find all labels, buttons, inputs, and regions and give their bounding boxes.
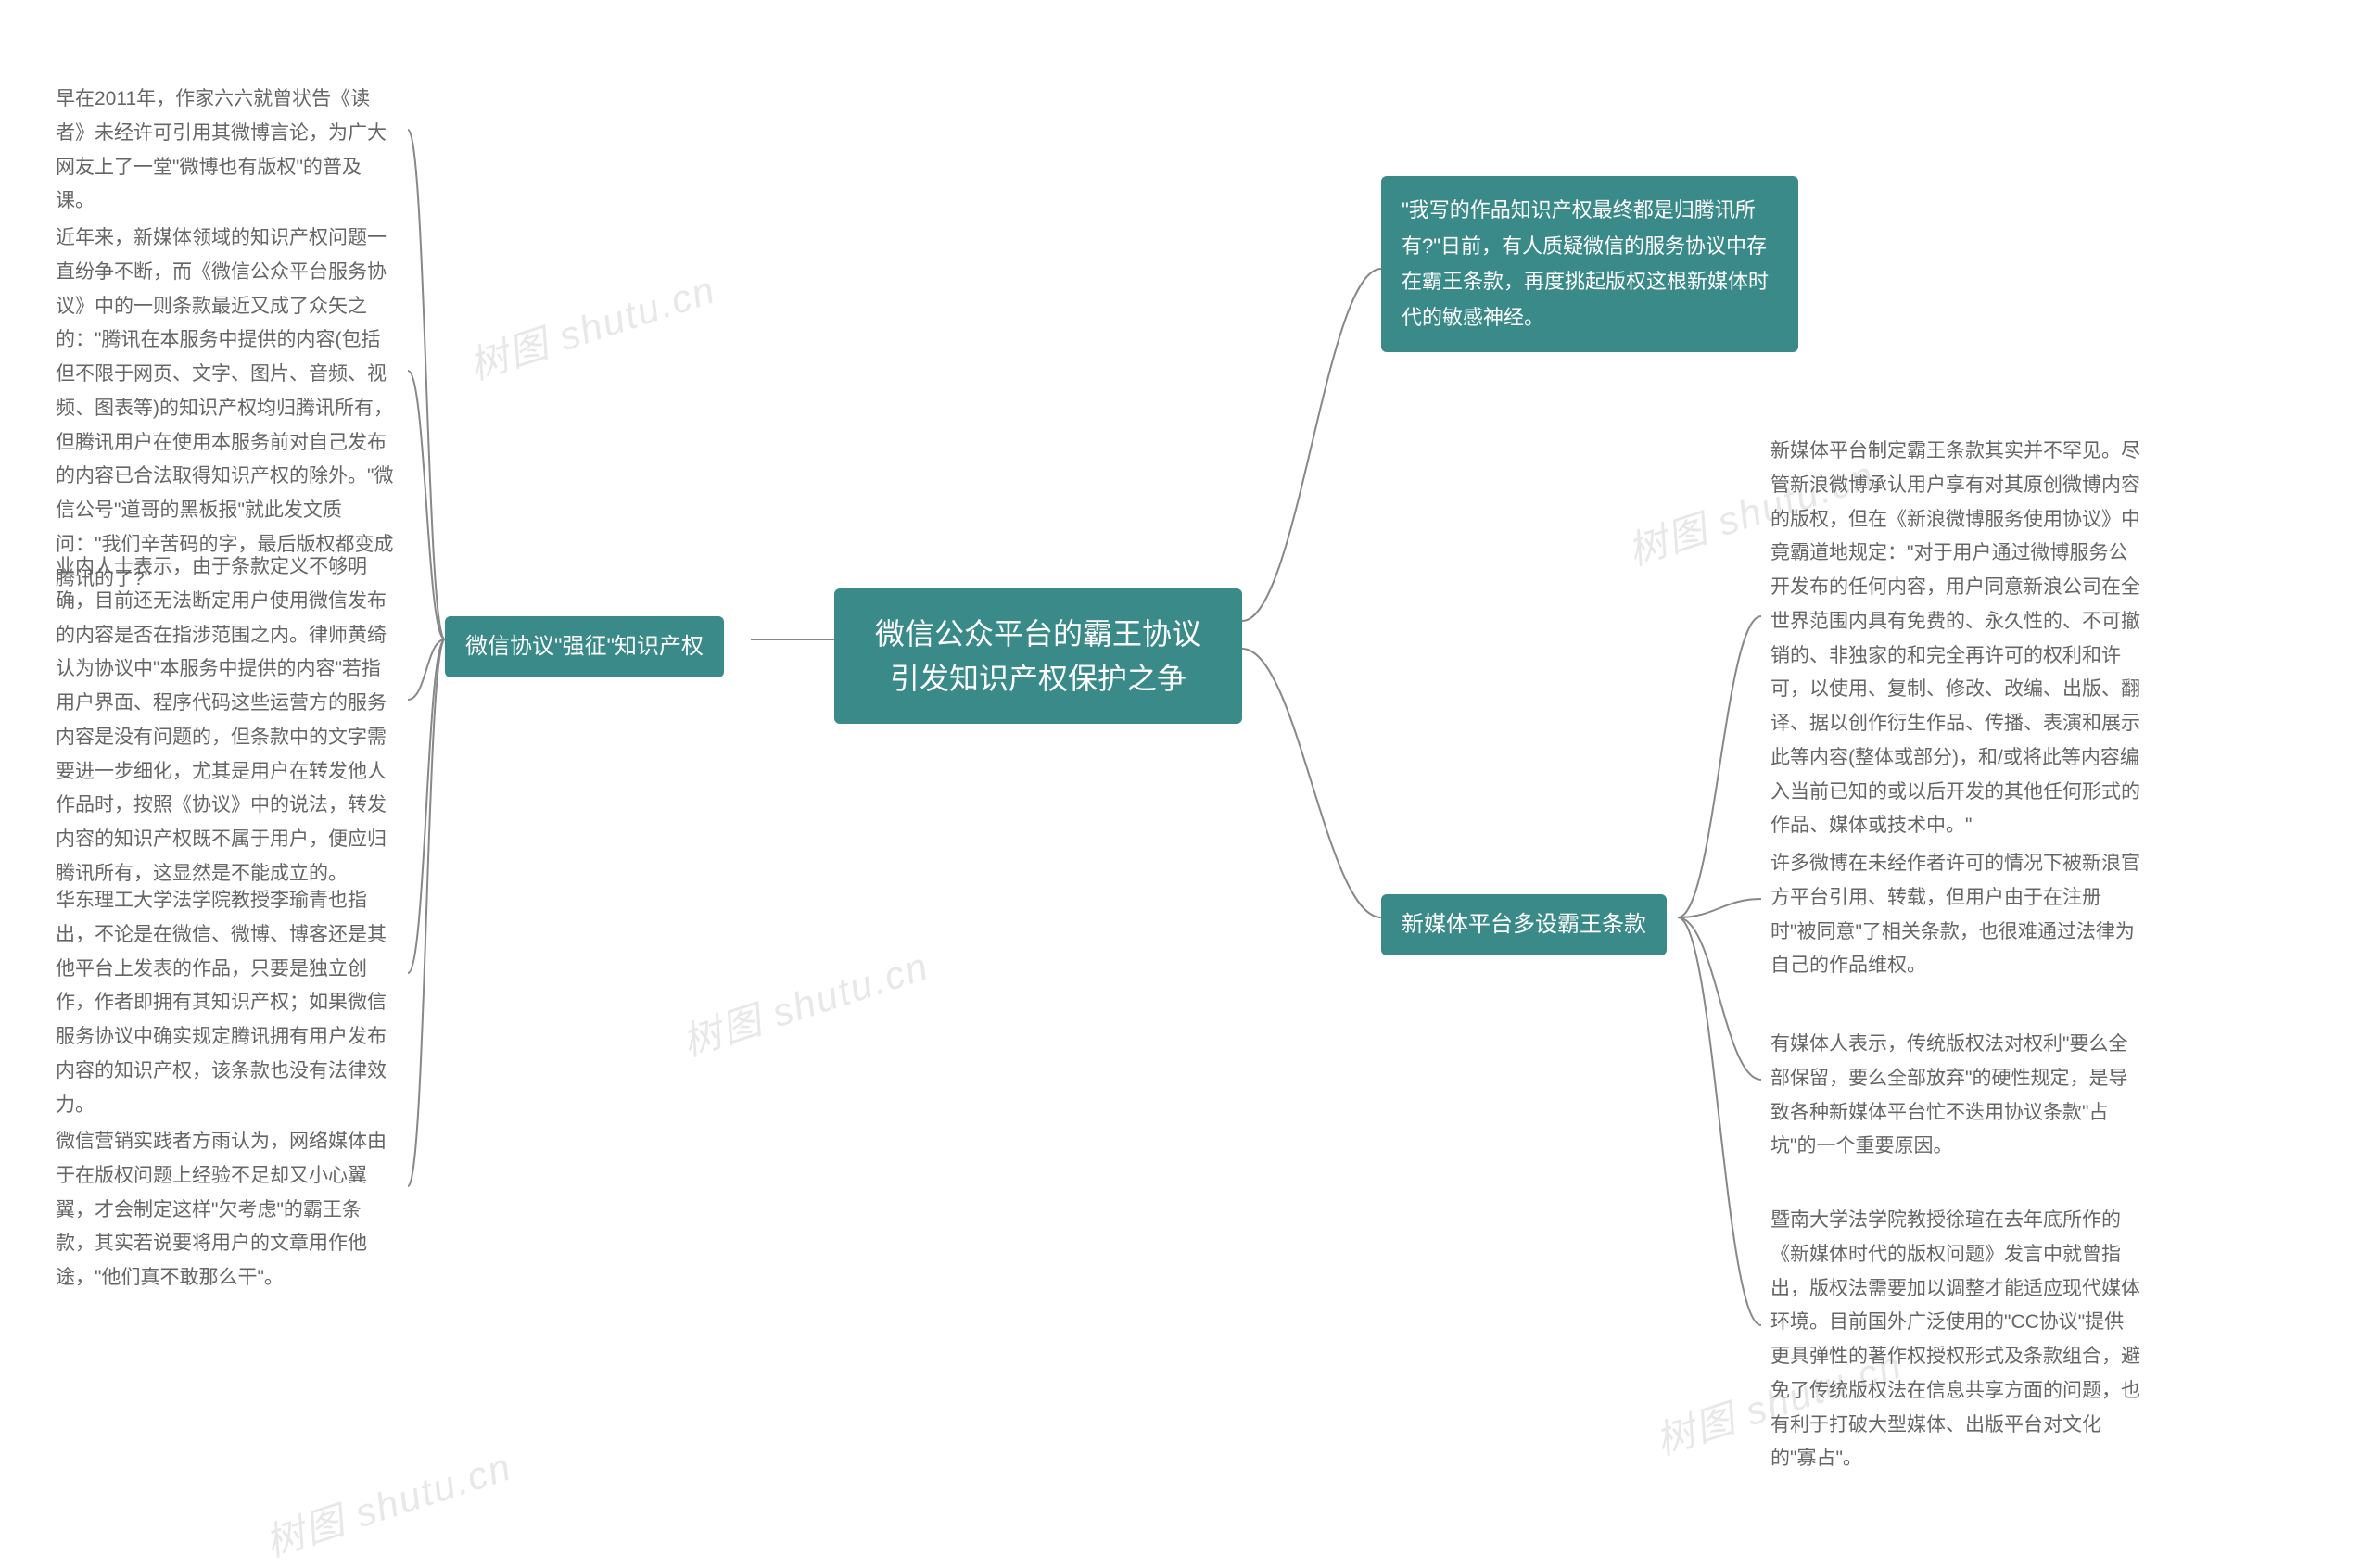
root-title-line1: 微信公众平台的霸王协议 xyxy=(875,617,1201,651)
left-leaf-4[interactable]: 微信营销实践者方雨认为，网络媒体由于在版权问题上经验不足却又小心翼翼，才会制定这… xyxy=(46,1121,408,1299)
left-branch-label: 微信协议"强征"知识产权 xyxy=(465,634,704,659)
watermark: 树图 shutu.cn xyxy=(674,935,935,1068)
right-branch-node[interactable]: 新媒体平台多设霸王条款 xyxy=(1381,894,1667,955)
right-leaf-1[interactable]: 许多微博在未经作者许可的情况下被新浪官方平台引用、转载，但用户由于在注册时"被同… xyxy=(1761,843,2151,987)
left-leaf-2[interactable]: 业内人士表示，由于条款定义不够明确，目前还无法断定用户使用微信发布的内容是否在指… xyxy=(46,547,408,895)
left-leaf-3[interactable]: 华东理工大学法学院教授李瑜青也指出，不论是在微信、微博、博客还是其他平台上发表的… xyxy=(46,880,408,1126)
right-highlight-box[interactable]: "我写的作品知识产权最终都是归腾讯所有?"日前，有人质疑微信的服务协议中存在霸王… xyxy=(1381,176,1798,352)
root-title-line2: 引发知识产权保护之争 xyxy=(890,662,1186,695)
mindmap-container: 树图 shutu.cn 树图 shutu.cn 树图 shutu.cn 树图 s… xyxy=(0,0,2373,1537)
right-leaf-2[interactable]: 有媒体人表示，传统版权法对权利"要么全部保留，要么全部放弃"的硬性规定，是导致各… xyxy=(1761,1024,2151,1168)
left-leaf-0[interactable]: 早在2011年，作家六六就曾状告《读者》未经许可引用其微博言论，为广大网友上了一… xyxy=(46,79,408,222)
root-node[interactable]: 微信公众平台的霸王协议 引发知识产权保护之争 xyxy=(834,588,1242,724)
left-leaf-1[interactable]: 近年来，新媒体领域的知识产权问题一直纷争不断，而《微信公众平台服务协议》中的一则… xyxy=(46,218,408,600)
right-leaf-3[interactable]: 暨南大学法学院教授徐瑄在去年底所作的《新媒体时代的版权问题》发言中就曾指出，版权… xyxy=(1761,1200,2151,1480)
left-branch-node[interactable]: 微信协议"强征"知识产权 xyxy=(445,616,724,677)
right-leaf-0[interactable]: 新媒体平台制定霸王条款其实并不罕见。尽管新浪微博承认用户享有对其原创微博内容的版… xyxy=(1761,431,2151,847)
watermark: 树图 shutu.cn xyxy=(461,259,722,391)
right-branch-label: 新媒体平台多设霸王条款 xyxy=(1402,912,1646,937)
watermark: 树图 shutu.cn xyxy=(257,1435,518,1568)
